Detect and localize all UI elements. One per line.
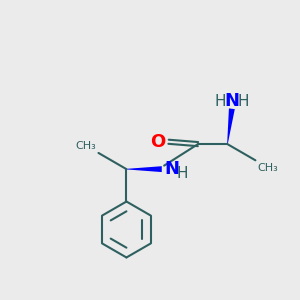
Text: H: H xyxy=(176,166,188,181)
Polygon shape xyxy=(126,166,162,172)
Text: H: H xyxy=(238,94,249,109)
Text: H: H xyxy=(215,94,226,109)
Text: CH₃: CH₃ xyxy=(258,163,278,173)
Text: O: O xyxy=(150,133,165,151)
Text: N: N xyxy=(224,92,239,110)
Text: N: N xyxy=(164,160,179,178)
Text: CH₃: CH₃ xyxy=(75,141,96,151)
Polygon shape xyxy=(227,108,235,144)
